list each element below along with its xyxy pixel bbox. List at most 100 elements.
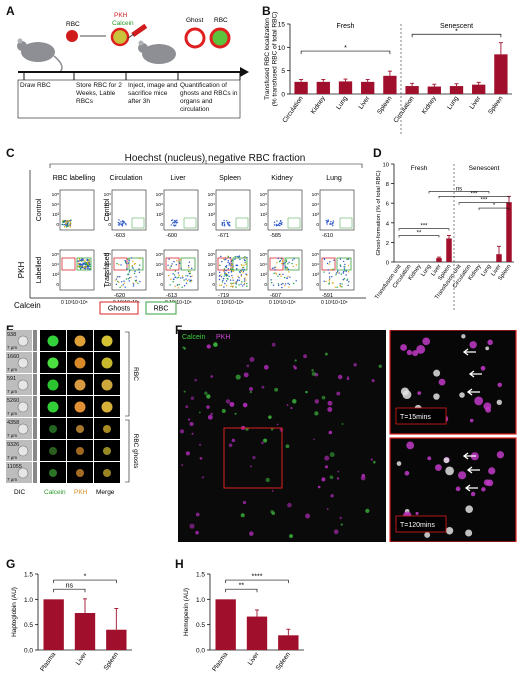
- y-tick-label: 10⁵: [104, 192, 111, 198]
- zoom-cell: [485, 346, 489, 350]
- bar: [106, 630, 126, 650]
- event-dot: [233, 279, 234, 280]
- event-dot: [341, 283, 342, 284]
- event-dot: [62, 222, 63, 223]
- event-dot: [332, 269, 333, 270]
- event-dot: [234, 258, 235, 259]
- event-dot: [233, 270, 234, 271]
- zoom-cell: [474, 396, 483, 405]
- zoom-cell: [427, 456, 431, 460]
- legend-pkh: PKH: [216, 334, 230, 341]
- event-dot: [231, 283, 232, 284]
- cell-dot: [263, 438, 267, 442]
- event-dot: [245, 279, 246, 280]
- event-dot: [237, 265, 238, 266]
- event-dot: [134, 263, 135, 264]
- cell-dot: [337, 471, 339, 473]
- cell-dot: [365, 509, 369, 513]
- event-dot: [89, 268, 90, 269]
- x-tick-label: Spleen: [275, 651, 293, 672]
- event-dot: [232, 277, 233, 278]
- cell-dot: [325, 353, 328, 356]
- cell-dot: [241, 513, 245, 517]
- zoom-cell: [461, 334, 465, 338]
- zoom-cell: [487, 479, 494, 486]
- event-dot: [219, 275, 220, 276]
- event-dot: [243, 267, 244, 268]
- y-tick-label: 1.0: [24, 597, 33, 604]
- x-tick-label: Spleen: [487, 95, 505, 116]
- event-dot: [225, 274, 226, 275]
- event-dot: [224, 225, 225, 226]
- y-tick-label: 0.0: [196, 648, 205, 655]
- cell-dot: [287, 404, 289, 406]
- zoom-cell: [412, 350, 418, 356]
- event-dot: [275, 272, 276, 273]
- event-dot: [119, 224, 120, 225]
- y-tick-label: 10⁵: [260, 252, 267, 258]
- cell-dot: [243, 501, 246, 504]
- zoom-cell: [471, 492, 475, 496]
- fluor-cell: [76, 469, 84, 477]
- zoom-cell: [406, 442, 414, 450]
- event-dot: [331, 269, 332, 270]
- event-dot: [287, 283, 288, 284]
- y-axis-label: Ghost-formation (% of total RBC): [376, 170, 382, 255]
- event-dot: [184, 285, 185, 286]
- cell-dot: [272, 343, 276, 347]
- event-dot: [122, 220, 123, 221]
- y-tick-label: 0: [316, 282, 319, 288]
- y-tick-label: 1.0: [196, 597, 205, 604]
- y-tick-label: 10⁵: [208, 252, 215, 258]
- step-4: Quantification of ghosts and RBCs in org…: [180, 82, 242, 114]
- event-dot: [271, 282, 272, 283]
- event-id: 591: [7, 376, 16, 382]
- event-dot: [220, 274, 221, 275]
- sig-label: ***: [480, 198, 488, 204]
- event-dot: [125, 286, 126, 287]
- event-dot: [285, 262, 286, 263]
- event-dot: [173, 261, 174, 262]
- event-dot: [288, 271, 289, 272]
- event-dot: [232, 286, 233, 287]
- event-dot: [87, 266, 88, 267]
- event-dot: [172, 281, 173, 282]
- event-dot: [172, 273, 173, 274]
- cell-dot: [334, 529, 339, 534]
- cell-dot: [186, 451, 190, 455]
- cell-dot: [213, 342, 218, 347]
- cell-dot: [261, 386, 264, 389]
- event-dot: [118, 281, 119, 282]
- event-dot: [120, 264, 121, 265]
- event-dot: [64, 224, 65, 225]
- event-dot: [64, 226, 65, 227]
- event-dot: [186, 283, 187, 284]
- y-tick-label: 0: [264, 222, 267, 228]
- event-id: 5260: [7, 398, 19, 404]
- event-dot: [185, 278, 186, 279]
- bar: [472, 85, 485, 94]
- event-dot: [178, 277, 179, 278]
- event-dot: [168, 275, 169, 276]
- event-dot: [296, 264, 297, 265]
- event-dot: [82, 263, 83, 264]
- event-dot: [128, 263, 129, 264]
- zoom-cell: [487, 340, 493, 346]
- event-dot: [189, 261, 190, 262]
- event-dot: [229, 263, 230, 264]
- event-dot: [336, 287, 337, 288]
- event-dot: [235, 264, 236, 265]
- event-dot: [89, 263, 90, 264]
- y-tick-label: 10⁵: [156, 192, 163, 198]
- y-tick-label: 0.5: [196, 622, 205, 629]
- divider-tile: [33, 352, 37, 373]
- fluor-cell: [75, 380, 86, 391]
- event-dot: [242, 268, 243, 269]
- event-dot: [293, 283, 294, 284]
- x-tick-labels: 0 10³10⁴10⁵: [321, 300, 348, 306]
- cell-dot: [280, 428, 284, 432]
- event-dot: [229, 264, 230, 265]
- event-dot: [169, 284, 170, 285]
- event-dot: [277, 258, 278, 259]
- zoom-cell: [465, 505, 473, 513]
